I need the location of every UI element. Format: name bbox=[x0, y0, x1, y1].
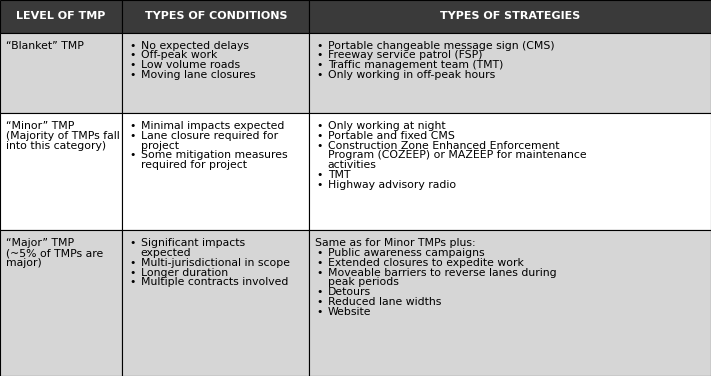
Text: required for project: required for project bbox=[141, 160, 247, 170]
Bar bbox=[0, 230, 122, 376]
Text: peak periods: peak periods bbox=[328, 277, 399, 288]
Text: •: • bbox=[316, 287, 323, 297]
Text: •: • bbox=[129, 131, 136, 141]
Text: •: • bbox=[129, 150, 136, 160]
Text: Freeway service patrol (FSP): Freeway service patrol (FSP) bbox=[328, 50, 482, 60]
Text: TMT: TMT bbox=[328, 170, 351, 180]
Text: into this category): into this category) bbox=[6, 141, 106, 150]
Text: •: • bbox=[316, 248, 323, 258]
Text: Off-peak work: Off-peak work bbox=[141, 50, 217, 60]
Text: •: • bbox=[316, 50, 323, 60]
Text: (Majority of TMPs fall: (Majority of TMPs fall bbox=[6, 131, 119, 141]
Text: •: • bbox=[316, 170, 323, 180]
Text: project: project bbox=[141, 141, 178, 150]
Text: Program (COZEEP) or MAZEEP for maintenance: Program (COZEEP) or MAZEEP for maintenan… bbox=[328, 150, 587, 160]
Text: Moving lane closures: Moving lane closures bbox=[141, 70, 255, 80]
Text: TYPES OF CONDITIONS: TYPES OF CONDITIONS bbox=[144, 11, 287, 21]
Text: Reduced lane widths: Reduced lane widths bbox=[328, 297, 441, 307]
Bar bbox=[309, 0, 711, 32]
Bar bbox=[0, 0, 122, 32]
Text: Extended closures to expedite work: Extended closures to expedite work bbox=[328, 258, 523, 268]
Text: •: • bbox=[316, 307, 323, 317]
Text: •: • bbox=[129, 258, 136, 268]
Bar bbox=[309, 113, 711, 230]
Text: Only working at night: Only working at night bbox=[328, 121, 445, 131]
Bar bbox=[0, 113, 122, 230]
Text: •: • bbox=[316, 297, 323, 307]
Text: Traffic management team (TMT): Traffic management team (TMT) bbox=[328, 60, 503, 70]
Text: Lane closure required for: Lane closure required for bbox=[141, 131, 278, 141]
Text: •: • bbox=[129, 70, 136, 80]
Text: •: • bbox=[316, 179, 323, 190]
Text: •: • bbox=[129, 238, 136, 249]
Text: •: • bbox=[129, 268, 136, 278]
Text: Moveable barriers to reverse lanes during: Moveable barriers to reverse lanes durin… bbox=[328, 268, 557, 278]
Text: •: • bbox=[129, 277, 136, 288]
Text: Detours: Detours bbox=[328, 287, 371, 297]
Text: Some mitigation measures: Some mitigation measures bbox=[141, 150, 287, 160]
Bar bbox=[122, 32, 309, 113]
Text: activities: activities bbox=[328, 160, 377, 170]
Bar bbox=[122, 230, 309, 376]
Text: Construction Zone Enhanced Enforcement: Construction Zone Enhanced Enforcement bbox=[328, 141, 560, 150]
Text: Only working in off-peak hours: Only working in off-peak hours bbox=[328, 70, 495, 80]
Text: Low volume roads: Low volume roads bbox=[141, 60, 240, 70]
Text: •: • bbox=[316, 141, 323, 150]
Text: •: • bbox=[129, 50, 136, 60]
Text: Minimal impacts expected: Minimal impacts expected bbox=[141, 121, 284, 131]
Text: Multiple contracts involved: Multiple contracts involved bbox=[141, 277, 288, 288]
Text: •: • bbox=[129, 121, 136, 131]
Text: (~5% of TMPs are: (~5% of TMPs are bbox=[6, 248, 103, 258]
Text: Public awareness campaigns: Public awareness campaigns bbox=[328, 248, 484, 258]
Text: “Major” TMP: “Major” TMP bbox=[6, 238, 74, 249]
Bar bbox=[122, 0, 309, 32]
Text: •: • bbox=[316, 121, 323, 131]
Text: •: • bbox=[316, 268, 323, 278]
Text: Significant impacts: Significant impacts bbox=[141, 238, 245, 249]
Text: Portable and fixed CMS: Portable and fixed CMS bbox=[328, 131, 454, 141]
Text: •: • bbox=[129, 41, 136, 50]
Text: Multi-jurisdictional in scope: Multi-jurisdictional in scope bbox=[141, 258, 290, 268]
Bar bbox=[122, 113, 309, 230]
Text: No expected delays: No expected delays bbox=[141, 41, 249, 50]
Text: •: • bbox=[316, 131, 323, 141]
Bar bbox=[309, 32, 711, 113]
Text: Same as for Minor TMPs plus:: Same as for Minor TMPs plus: bbox=[315, 238, 476, 249]
Text: Website: Website bbox=[328, 307, 371, 317]
Text: •: • bbox=[129, 60, 136, 70]
Text: expected: expected bbox=[141, 248, 191, 258]
Text: TYPES OF STRATEGIES: TYPES OF STRATEGIES bbox=[440, 11, 580, 21]
Bar bbox=[0, 32, 122, 113]
Text: Highway advisory radio: Highway advisory radio bbox=[328, 179, 456, 190]
Text: •: • bbox=[316, 258, 323, 268]
Text: •: • bbox=[316, 60, 323, 70]
Text: Portable changeable message sign (CMS): Portable changeable message sign (CMS) bbox=[328, 41, 555, 50]
Text: •: • bbox=[316, 41, 323, 50]
Bar bbox=[309, 230, 711, 376]
Text: LEVEL OF TMP: LEVEL OF TMP bbox=[16, 11, 106, 21]
Text: “Blanket” TMP: “Blanket” TMP bbox=[6, 41, 84, 50]
Text: “Minor” TMP: “Minor” TMP bbox=[6, 121, 74, 131]
Text: major): major) bbox=[6, 258, 41, 268]
Text: Longer duration: Longer duration bbox=[141, 268, 228, 278]
Text: •: • bbox=[316, 70, 323, 80]
